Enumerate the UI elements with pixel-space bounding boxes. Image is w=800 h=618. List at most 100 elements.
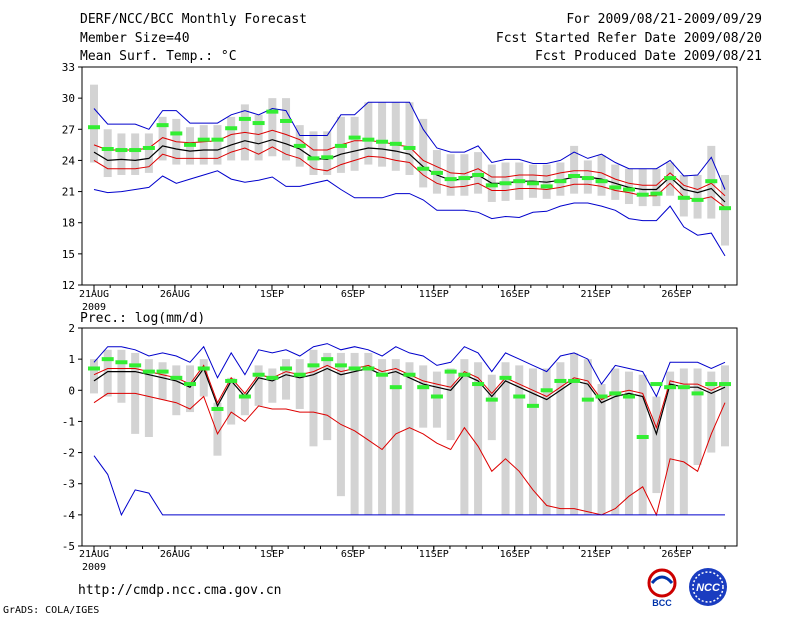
observed-marker xyxy=(115,148,128,153)
ensemble-box xyxy=(721,365,729,447)
observed-marker xyxy=(568,174,581,178)
ensemble-box xyxy=(624,371,633,515)
ensemble-box xyxy=(240,393,249,416)
ensemble-box xyxy=(460,359,469,515)
ensemble-box xyxy=(707,371,716,453)
observed-marker xyxy=(472,382,485,387)
ensemble-box xyxy=(144,359,153,437)
forecast-period: For 2009/08/21-2009/09/29 xyxy=(566,12,762,27)
ensemble-box xyxy=(679,174,688,217)
y-tick-label: 18 xyxy=(62,217,75,230)
observed-marker xyxy=(540,184,553,189)
ensemble-box xyxy=(295,359,304,409)
ensemble-box xyxy=(570,352,579,515)
ensemble-box xyxy=(282,98,291,161)
observed-marker xyxy=(554,179,567,184)
observed-marker xyxy=(280,366,293,371)
x-tick-label: 26AUG xyxy=(160,549,190,560)
observed-marker xyxy=(129,363,142,368)
ensemble-box xyxy=(90,84,98,163)
series-line-ensemble-mean xyxy=(93,367,726,436)
observed-marker xyxy=(403,372,416,377)
observed-marker xyxy=(225,378,238,383)
y-tick-label: 15 xyxy=(62,248,75,261)
ensemble-box xyxy=(144,133,153,173)
observed-marker xyxy=(458,372,471,377)
website-url[interactable]: http://cmdp.ncc.cma.gov.cn xyxy=(78,583,282,598)
observed-marker xyxy=(691,391,704,396)
observed-marker xyxy=(444,369,457,374)
observed-marker xyxy=(280,118,293,123)
observed-marker xyxy=(677,195,690,200)
ensemble-box xyxy=(350,116,359,171)
ensemble-box xyxy=(419,118,428,188)
observed-marker xyxy=(430,394,443,399)
ensemble-box xyxy=(432,371,441,428)
observed-marker xyxy=(170,375,183,380)
variable-label: Mean Surf. Temp.: °C xyxy=(80,49,237,64)
observed-marker xyxy=(307,156,320,161)
ensemble-box xyxy=(90,359,98,394)
observed-marker xyxy=(101,357,114,362)
observed-marker xyxy=(430,170,443,175)
observed-marker xyxy=(526,181,539,186)
y-tick-label: -4 xyxy=(62,509,76,522)
ensemble-box xyxy=(103,349,112,397)
y-tick-label: 27 xyxy=(62,123,75,136)
observed-marker xyxy=(705,382,718,387)
observed-marker xyxy=(334,143,347,148)
ensemble-box xyxy=(227,377,236,425)
observed-marker xyxy=(636,192,649,197)
ensemble-box xyxy=(323,352,332,441)
observed-marker xyxy=(636,435,649,439)
y-tick-label: 30 xyxy=(62,92,75,105)
y-tick-label: -3 xyxy=(62,478,75,491)
observed-marker xyxy=(225,126,238,131)
observed-marker xyxy=(417,385,430,390)
observed-marker xyxy=(184,382,197,387)
observed-marker xyxy=(348,135,361,140)
observed-marker xyxy=(293,143,306,148)
observed-marker xyxy=(609,185,622,190)
ensemble-box xyxy=(460,154,469,196)
y-tick-label: -1 xyxy=(62,415,75,428)
ensemble-box xyxy=(282,359,291,400)
x-tick-label: 21SEP xyxy=(581,289,611,300)
observed-marker xyxy=(581,397,594,402)
observed-marker xyxy=(403,145,416,150)
observed-marker xyxy=(595,179,608,184)
ensemble-box xyxy=(474,362,483,515)
observed-marker xyxy=(499,375,512,380)
ensemble-box xyxy=(405,362,414,515)
series-line-lower-spread xyxy=(93,392,726,517)
ensemble-box xyxy=(213,402,222,456)
precip-panel-title: Prec.: log(mm/d) xyxy=(80,311,205,326)
ensemble-box xyxy=(611,164,620,200)
x-tick-label: 26SEP xyxy=(661,549,691,560)
grads-credit: GrADS: COLA/IGES xyxy=(3,605,100,616)
ensemble-box xyxy=(227,116,236,161)
observed-marker xyxy=(238,116,251,121)
observed-marker xyxy=(376,372,389,377)
observed-marker xyxy=(595,394,608,399)
observed-marker xyxy=(115,360,128,365)
x-tick-label: 21AUG xyxy=(79,289,109,300)
observed-marker xyxy=(252,372,265,377)
fcst-produced-date: Fcst Produced Date 2009/08/21 xyxy=(535,49,762,64)
y-tick-label: 33 xyxy=(62,61,75,74)
series-line-ensemble-mean xyxy=(93,139,726,203)
logos: BCC NCC xyxy=(647,568,727,608)
observed-marker xyxy=(650,191,663,196)
x-tick-label: 1SEP xyxy=(260,289,284,300)
ensemble-box xyxy=(474,152,483,194)
ensemble-box xyxy=(117,349,126,403)
ensemble-box xyxy=(378,359,387,515)
series-line-lower-spread xyxy=(93,146,726,208)
observed-marker xyxy=(389,141,402,146)
observed-marker xyxy=(184,142,197,147)
ensemble-box xyxy=(446,154,455,196)
ensemble-box xyxy=(570,145,579,194)
observed-marker xyxy=(376,139,389,144)
ncc-logo: NCC xyxy=(689,568,727,606)
